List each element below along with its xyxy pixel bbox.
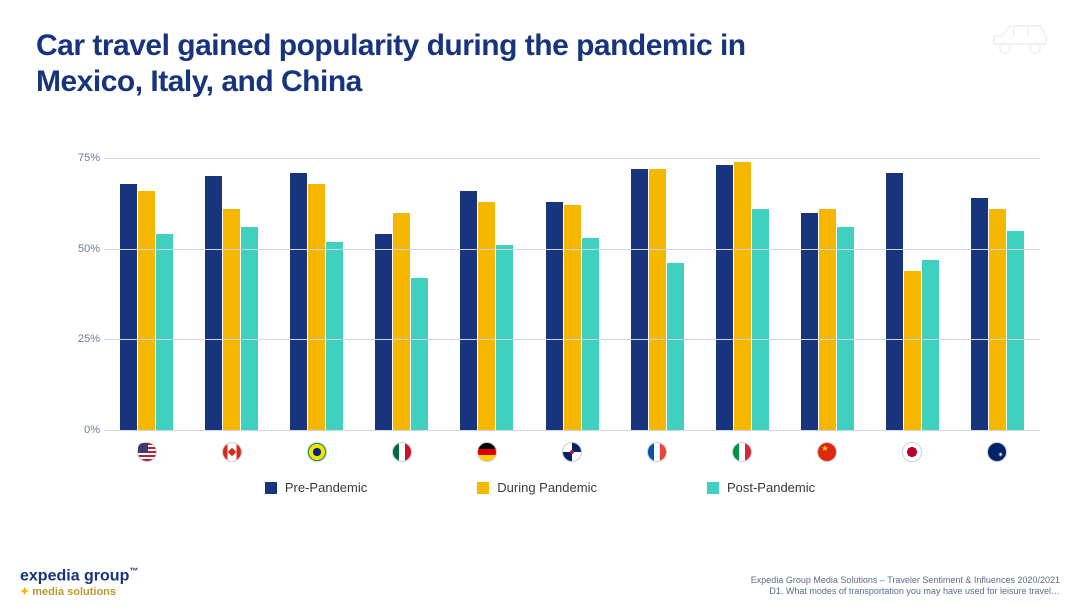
legend-swatch-during <box>477 482 489 494</box>
bar-ca-post <box>241 227 258 430</box>
bar-fr-post <box>667 263 684 430</box>
flag-icon-gb <box>562 442 582 462</box>
flag-icon-fr <box>647 442 667 462</box>
bar-de-post <box>496 245 513 430</box>
gridline <box>104 430 1040 431</box>
legend-item-post: Post-Pandemic <box>707 480 815 495</box>
bar-group-jp <box>870 140 955 430</box>
y-axis-tick-label: 25% <box>60 333 100 345</box>
slide: Car travel gained popularity during the … <box>0 0 1080 608</box>
bar-it-post <box>752 209 769 430</box>
legend-label-post: Post-Pandemic <box>727 480 815 495</box>
bar-us-during <box>138 191 155 430</box>
legend-label-during: During Pandemic <box>497 480 597 495</box>
flag-icon-br <box>307 442 327 462</box>
plot-area: 0%25%50%75% <box>104 140 1040 430</box>
chart-legend: Pre-Pandemic During Pandemic Post-Pandemic <box>0 480 1080 495</box>
bar-group-br <box>274 140 359 430</box>
bar-br-pre <box>290 173 307 430</box>
source-line-2: D1. What modes of transportation you may… <box>751 586 1060 598</box>
bar-gb-pre <box>546 202 563 430</box>
flag-icon-mx <box>392 442 412 462</box>
bar-it-pre <box>716 165 733 430</box>
flag-icon-us <box>137 442 157 462</box>
bar-cn-during <box>819 209 836 430</box>
source-line-1: Expedia Group Media Solutions – Traveler… <box>751 575 1060 587</box>
bar-fr-pre <box>631 169 648 430</box>
bar-us-pre <box>120 184 137 431</box>
x-label-gb <box>529 434 614 470</box>
brand-name: expedia group™ <box>20 566 138 585</box>
flag-icon-jp <box>902 442 922 462</box>
bar-group-au <box>955 140 1040 430</box>
bar-it-during <box>734 162 751 430</box>
y-axis-tick-label: 50% <box>60 243 100 255</box>
source-citation: Expedia Group Media Solutions – Traveler… <box>751 575 1060 598</box>
flag-icon-cn <box>817 442 837 462</box>
slide-title: Car travel gained popularity during the … <box>36 28 816 100</box>
gridline <box>104 339 1040 340</box>
bar-au-during <box>989 209 1006 430</box>
legend-swatch-pre <box>265 482 277 494</box>
bar-group-ca <box>189 140 274 430</box>
gridline <box>104 158 1040 159</box>
flag-icon-de <box>477 442 497 462</box>
bar-mx-during <box>393 213 410 431</box>
gridline <box>104 249 1040 250</box>
bar-br-during <box>308 184 325 431</box>
bar-group-fr <box>615 140 700 430</box>
brand-block: expedia group™ media solutions <box>20 566 138 598</box>
slide-footer: expedia group™ media solutions Expedia G… <box>20 566 1060 598</box>
brand-subtitle: media solutions <box>20 585 138 598</box>
x-label-de <box>444 434 529 470</box>
x-axis-labels <box>104 434 1040 470</box>
bar-group-cn <box>785 140 870 430</box>
x-label-ca <box>189 434 274 470</box>
car-icon <box>988 18 1052 58</box>
bar-de-pre <box>460 191 477 430</box>
legend-item-pre: Pre-Pandemic <box>265 480 367 495</box>
y-axis-tick-label: 75% <box>60 152 100 164</box>
bar-mx-pre <box>375 234 392 430</box>
x-label-us <box>104 434 189 470</box>
bar-group-gb <box>529 140 614 430</box>
x-label-jp <box>870 434 955 470</box>
legend-item-during: During Pandemic <box>477 480 597 495</box>
bar-au-post <box>1007 231 1024 430</box>
y-axis-tick-label: 0% <box>60 424 100 436</box>
bar-de-during <box>478 202 495 430</box>
flag-icon-it <box>732 442 752 462</box>
x-label-cn <box>785 434 870 470</box>
bar-fr-during <box>649 169 666 430</box>
bar-group-mx <box>359 140 444 430</box>
x-label-fr <box>615 434 700 470</box>
bar-group-it <box>700 140 785 430</box>
bar-br-post <box>326 242 343 431</box>
bar-gb-during <box>564 205 581 430</box>
x-label-br <box>274 434 359 470</box>
x-label-au <box>955 434 1040 470</box>
flag-icon-au <box>987 442 1007 462</box>
bar-au-pre <box>971 198 988 430</box>
legend-label-pre: Pre-Pandemic <box>285 480 367 495</box>
legend-swatch-post <box>707 482 719 494</box>
bar-ca-during <box>223 209 240 430</box>
bar-jp-post <box>922 260 939 430</box>
bar-jp-pre <box>886 173 903 430</box>
bar-gb-post <box>582 238 599 430</box>
bar-mx-post <box>411 278 428 430</box>
x-label-it <box>700 434 785 470</box>
bar-groups <box>104 140 1040 430</box>
bar-jp-during <box>904 271 921 431</box>
bar-chart: 0% 25% 50% 75% <box>60 140 1040 470</box>
bar-us-post <box>156 234 173 430</box>
x-label-mx <box>359 434 444 470</box>
bar-cn-pre <box>801 213 818 431</box>
bar-group-de <box>444 140 529 430</box>
bar-ca-pre <box>205 176 222 430</box>
bar-cn-post <box>837 227 854 430</box>
bar-group-us <box>104 140 189 430</box>
flag-icon-ca <box>222 442 242 462</box>
